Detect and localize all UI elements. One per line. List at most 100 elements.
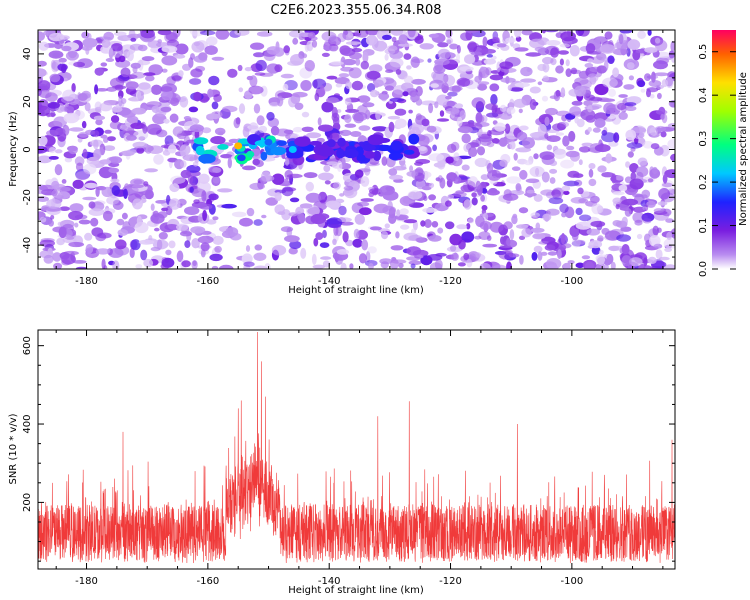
heatmap-cell: [518, 108, 523, 114]
heatmap-cell: [437, 48, 451, 60]
heatmap-cell: [60, 64, 67, 73]
heatmap-cell: [475, 252, 482, 258]
heatmap-cell: [433, 64, 446, 75]
heatmap-cell: [181, 260, 191, 268]
snr-axes: -180 -160 -140 -120 -100 200 400 600: [22, 330, 675, 587]
heatmap-cell: [321, 101, 334, 113]
heatmap-cell: [597, 165, 607, 173]
heatmap-cell: [93, 115, 106, 121]
heatmap-cell: [456, 224, 468, 230]
heatmap-cell: [237, 154, 246, 162]
heatmap-cell: [660, 113, 665, 120]
heatmap-cell: [533, 153, 539, 160]
heatmap-cell: [549, 177, 556, 184]
heatmap-cell: [238, 103, 246, 114]
heatmap-cell: [410, 91, 420, 102]
heatmap-cell: [333, 181, 341, 190]
heatmap-cell: [611, 173, 617, 184]
heatmap-cell: [601, 172, 615, 178]
heatmap-cell: [613, 132, 620, 143]
heatmap-cell: [629, 178, 644, 190]
heatmap-cell: [384, 223, 390, 229]
heatmap-cell: [406, 171, 419, 177]
heatmap-cell: [626, 142, 643, 149]
heatmap-cell: [345, 81, 352, 90]
heatmap-cell: [584, 63, 594, 68]
heatmap-cell: [521, 228, 532, 238]
heatmap-cell: [319, 242, 330, 249]
heatmap-cell: [649, 235, 661, 247]
heatmap-cell: [192, 260, 197, 267]
heatmap-cell: [133, 179, 143, 185]
heatmap-cell: [111, 43, 123, 52]
heatmap-cell: [164, 224, 179, 231]
heatmap-cell: [206, 36, 218, 46]
heatmap-cell: [395, 69, 402, 75]
heatmap-cell: [410, 263, 416, 269]
colorbar-tick-label: 0.0: [698, 261, 709, 277]
heatmap-cell: [375, 110, 381, 121]
heatmap-cell: [97, 232, 112, 239]
heatmap-cell: [534, 46, 547, 52]
heatmap-cell: [389, 97, 405, 102]
heatmap-cell: [652, 225, 659, 236]
heatmap-cell: [246, 207, 255, 217]
heatmap-cell: [339, 129, 352, 137]
heatmap-cell: [628, 75, 635, 81]
heatmap-cell: [118, 95, 123, 107]
heatmap-cell: [94, 67, 105, 76]
heatmap-cell: [398, 34, 408, 45]
heatmap-cell: [145, 75, 155, 82]
heatmap-cell: [120, 67, 131, 78]
heatmap-cell: [244, 67, 252, 72]
heatmap-cell: [498, 137, 508, 147]
heatmap-cell: [235, 117, 241, 125]
heatmap-cell: [382, 205, 397, 215]
heatmap-cell: [161, 45, 178, 53]
heatmap-cell: [103, 31, 115, 41]
heatmap-cell: [202, 209, 208, 222]
heatmap-cell: [560, 159, 575, 169]
heatmap-cell: [446, 39, 452, 45]
heatmap-cell: [367, 134, 384, 146]
heatmap-cell: [599, 44, 616, 54]
heatmap-cell: [578, 159, 583, 166]
heatmap-cell: [576, 118, 585, 128]
heatmap-cell: [238, 87, 244, 93]
heatmap-cell: [144, 189, 154, 200]
heatmap-cell: [406, 256, 421, 261]
heatmap-cell: [589, 96, 603, 102]
heatmap-cell: [445, 156, 454, 164]
heatmap-cell: [137, 90, 145, 102]
heatmap-cell: [593, 38, 601, 46]
heatmap-cell: [568, 130, 576, 142]
heatmap-cell: [326, 161, 338, 166]
heatmap-cell: [518, 235, 526, 240]
heatmap-cell: [261, 214, 267, 219]
heatmap-peak: [288, 146, 297, 153]
heatmap-cell: [591, 203, 602, 215]
heatmap-cell: [389, 174, 403, 181]
heatmap-cell: [249, 182, 265, 190]
heatmap-cell: [126, 115, 139, 124]
heatmap-cell: [365, 30, 380, 36]
heatmap-cell: [400, 163, 407, 170]
heatmap-cell: [407, 190, 423, 200]
colorbar-gradient: [712, 30, 736, 269]
heatmap-cell: [457, 262, 466, 267]
heatmap-cell: [370, 89, 379, 98]
heatmap-cell: [380, 93, 388, 102]
heatmap-cell: [511, 166, 521, 171]
heatmap-cell: [331, 106, 338, 119]
heatmap-cell: [406, 65, 412, 70]
heatmap-cell: [231, 211, 247, 218]
heatmap-cell: [341, 157, 346, 168]
heatmap-cell: [336, 249, 350, 255]
heatmap-cell: [431, 71, 437, 79]
heatmap-cell: [158, 232, 168, 240]
heatmap-cell: [464, 54, 476, 65]
heatmap-cell: [155, 200, 167, 204]
heatmap-cell: [618, 184, 628, 192]
heatmap-cell: [253, 265, 268, 269]
heatmap-cell: [352, 238, 363, 248]
